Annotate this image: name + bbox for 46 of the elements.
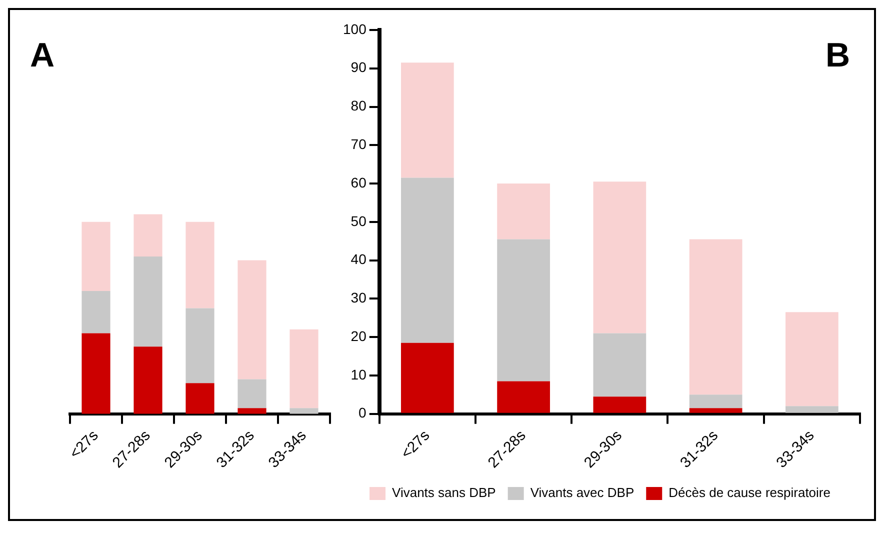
y-tick-label: 40 — [350, 251, 367, 268]
chart-title: A — [30, 36, 55, 74]
legend-label: Décès de cause respiratoire — [668, 485, 830, 500]
bar — [497, 381, 550, 413]
bar — [786, 312, 838, 406]
y-tick-label: 20 — [350, 328, 367, 344]
bar — [593, 182, 646, 334]
bar — [593, 396, 646, 413]
y-tick-label: 10 — [350, 366, 367, 382]
bar — [497, 239, 550, 382]
bar — [134, 214, 162, 256]
bar — [186, 308, 214, 384]
bar — [689, 239, 742, 395]
bar — [134, 346, 162, 414]
chart-title: B — [825, 36, 850, 74]
bar — [238, 379, 266, 408]
bar — [290, 329, 318, 408]
y-tick-label: 90 — [350, 59, 367, 76]
legend-label: Vivants sans DBP — [392, 485, 496, 500]
bar — [593, 333, 646, 397]
bar — [400, 178, 454, 343]
bar — [786, 406, 838, 413]
bar — [689, 408, 742, 413]
x-tick-label: <27s — [66, 426, 102, 462]
y-tick-label: 100 — [343, 20, 367, 37]
bar — [82, 333, 110, 414]
y-tick-label: 70 — [350, 136, 367, 152]
bar — [134, 256, 162, 347]
y-tick-label: 30 — [350, 290, 367, 306]
legend-label: Vivants avec DBP — [530, 485, 634, 500]
bar — [290, 408, 318, 414]
bar — [400, 62, 454, 178]
y-tick-label: 80 — [350, 98, 367, 114]
bar — [186, 222, 214, 308]
bar — [238, 260, 266, 380]
y-tick-label: 60 — [350, 174, 367, 190]
y-tick-label: 50 — [350, 212, 367, 229]
bar — [186, 383, 214, 414]
bar — [689, 394, 742, 408]
y-tick-label: 0 — [358, 404, 367, 421]
bar — [82, 222, 110, 292]
bar — [497, 184, 550, 240]
x-tick-label: <27s — [398, 426, 434, 462]
bar — [400, 342, 454, 413]
bar — [238, 408, 266, 414]
bar — [82, 291, 110, 334]
